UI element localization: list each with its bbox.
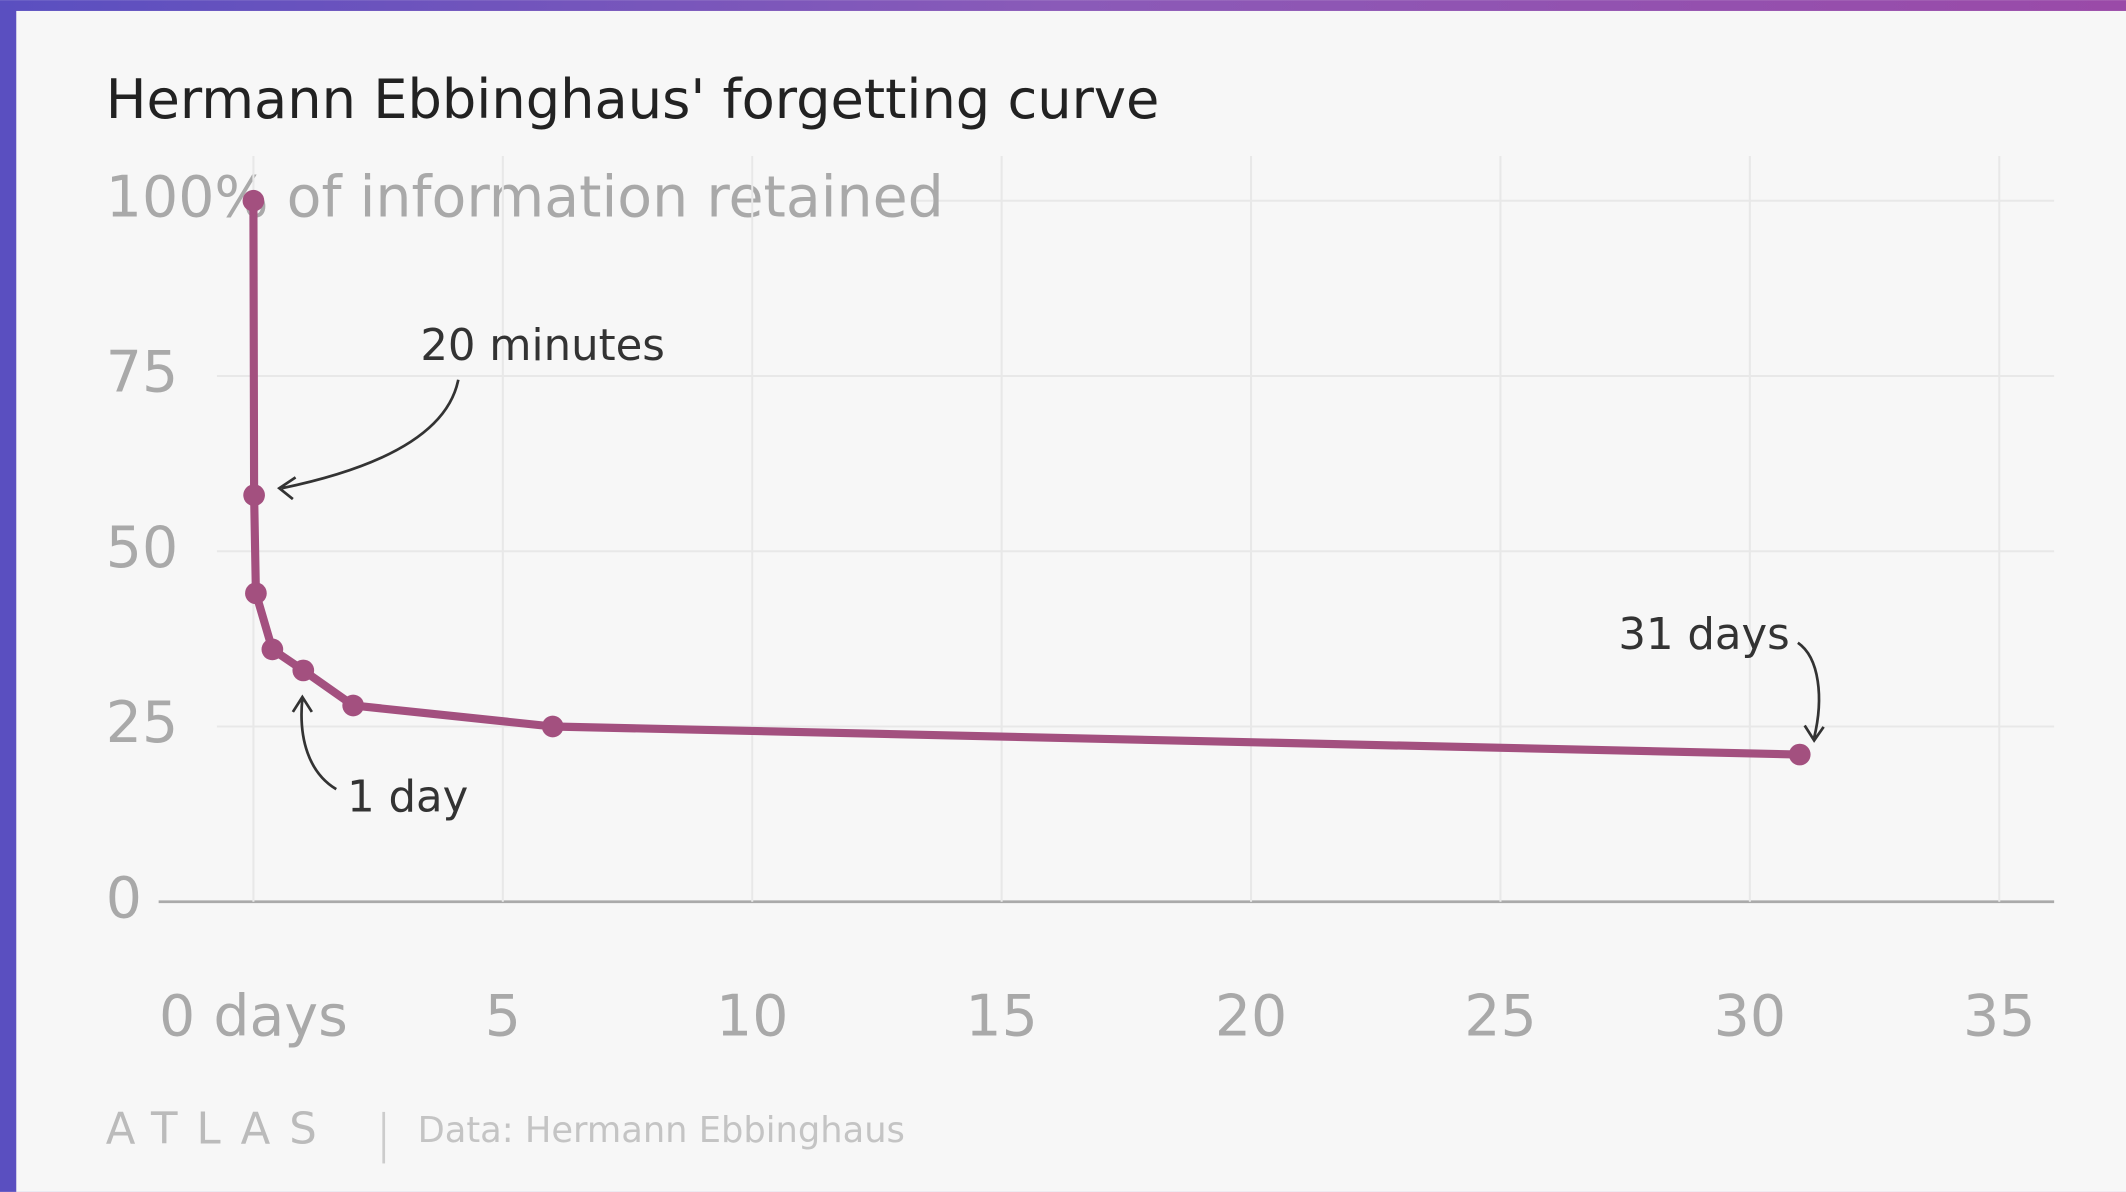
point [292,659,315,682]
annotation-arrow [291,694,337,791]
source: Data: Hermann Ebbinghaus [418,1110,905,1151]
point [541,715,564,738]
x-tick-label: 20 [1215,983,1287,1049]
annotation: 1 day [347,773,468,823]
x-tick-label: 25 [1464,983,1536,1049]
point [1788,743,1811,766]
annotation: 31 days [1618,610,1789,660]
point [261,638,284,661]
brand: ATLAS [106,1105,336,1155]
point [243,484,265,507]
x-tick-label: 30 [1714,983,1786,1049]
annotation-arrow [277,379,460,501]
point [242,189,265,212]
x-tick-label: 0 days [159,983,348,1049]
annotation: 20 minutes [420,321,665,371]
y-tick-label: 25 [106,690,178,756]
annotation-arrow [1797,641,1825,743]
point [342,694,365,717]
x-tick-label: 35 [1963,983,2035,1049]
x-tick-label: 5 [485,983,521,1049]
point [245,582,267,605]
chart-title: Hermann Ebbinghaus' forgetting curve [106,68,1160,131]
y-tick-label: 75 [106,340,178,406]
y-tick-label: 100% of information retained [106,164,944,230]
y-tick-label: 0 [106,865,142,931]
card [16,10,2126,1192]
y-tick-label: 50 [106,515,178,581]
x-tick-label: 10 [716,983,788,1049]
line [249,200,1800,759]
x-tick-label: 15 [965,983,1037,1049]
